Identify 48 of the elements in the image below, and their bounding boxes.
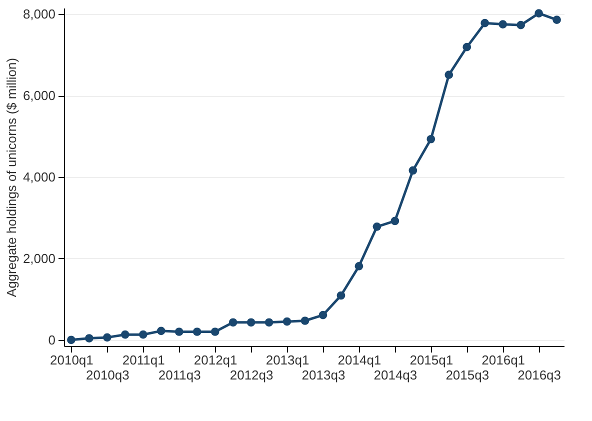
point: [67, 336, 76, 344]
point: [462, 42, 472, 52]
x-tick-label: 2014q1: [338, 352, 382, 368]
point: [444, 70, 454, 79]
point: [336, 291, 346, 300]
point: [84, 334, 94, 342]
x-tick-label: 2012q3: [230, 368, 274, 382]
point: [408, 166, 418, 175]
x-tick-label: 2015q1: [410, 352, 454, 368]
point: [426, 134, 436, 144]
point: [300, 316, 310, 325]
x-tick-label: 2015q3: [446, 368, 490, 382]
point: [318, 310, 328, 320]
x-tick-label: 2013q3: [302, 368, 346, 382]
x-tick-label: 2011q1: [122, 352, 165, 368]
point: [480, 18, 490, 28]
point: [372, 222, 382, 231]
point: [102, 333, 112, 342]
y-tick-label: 0: [48, 332, 56, 348]
x-tick-label: 2011q3: [158, 368, 201, 382]
point: [552, 16, 561, 24]
point: [156, 326, 166, 336]
y-tick-label: 4,000: [22, 170, 56, 184]
point: [192, 328, 202, 336]
y-axis-title: Aggregate holdings of unicorns ($ million): [4, 58, 19, 298]
point: [516, 20, 526, 30]
x-tick-label: 2010q3: [86, 368, 130, 382]
x-tick-label: 2012q1: [194, 352, 238, 368]
x-tick-label: 2013q1: [266, 352, 310, 368]
x-tick-label: 2014q3: [374, 368, 418, 382]
x-tick-label: 2016q1: [482, 352, 526, 368]
point: [138, 330, 148, 339]
y-tick-label: 2,000: [22, 250, 56, 266]
y-tick-label: 6,000: [22, 88, 56, 104]
point: [174, 328, 184, 336]
point: [354, 262, 364, 270]
point: [246, 318, 256, 327]
point: [210, 328, 220, 336]
point: [120, 330, 130, 339]
x-tick-label: 2010q1: [50, 352, 94, 368]
point: [534, 9, 544, 18]
point: [390, 216, 400, 226]
x-tick-label: 2016q3: [518, 368, 562, 382]
y-tick-label: 8,000: [22, 6, 56, 22]
point: [498, 20, 508, 28]
point: [264, 318, 274, 327]
point: [228, 318, 238, 327]
point: [282, 317, 292, 326]
